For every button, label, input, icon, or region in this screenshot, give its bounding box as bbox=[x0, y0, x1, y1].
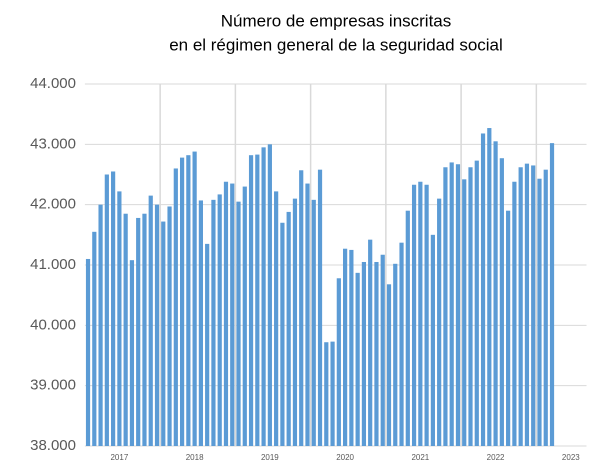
bar bbox=[230, 183, 235, 447]
bar bbox=[399, 242, 404, 446]
y-tick-label: 42.000 bbox=[30, 196, 76, 213]
bar bbox=[537, 178, 542, 446]
x-tick-label: 2019 bbox=[261, 453, 279, 461]
bar bbox=[349, 249, 354, 446]
bar bbox=[179, 157, 185, 446]
bar bbox=[167, 206, 172, 446]
bar bbox=[480, 133, 486, 446]
y-tick-label: 38.000 bbox=[30, 437, 76, 454]
bar bbox=[192, 151, 197, 446]
x-tick-label: 2020 bbox=[336, 453, 354, 461]
bar bbox=[531, 165, 536, 446]
bar bbox=[236, 201, 241, 446]
bar bbox=[154, 204, 160, 446]
bar bbox=[549, 143, 555, 447]
bar bbox=[437, 198, 442, 446]
bar bbox=[280, 222, 285, 446]
bar bbox=[374, 261, 379, 446]
bar bbox=[248, 155, 254, 446]
bar bbox=[543, 169, 548, 446]
bar bbox=[493, 141, 498, 447]
bar bbox=[449, 162, 454, 446]
x-tick-label: 2017 bbox=[110, 453, 128, 461]
bar bbox=[443, 167, 448, 446]
bar bbox=[217, 194, 222, 446]
bar bbox=[474, 160, 479, 446]
bar bbox=[136, 217, 141, 446]
bar bbox=[405, 210, 410, 446]
bar bbox=[104, 174, 109, 446]
bar bbox=[286, 211, 291, 446]
y-tick-label: 40.000 bbox=[30, 316, 76, 333]
bar bbox=[198, 200, 203, 446]
bar bbox=[173, 168, 178, 446]
bar bbox=[487, 128, 492, 446]
bar bbox=[261, 147, 266, 446]
bar bbox=[117, 191, 122, 446]
bar bbox=[386, 284, 392, 446]
bar bbox=[462, 179, 467, 446]
bar bbox=[274, 191, 279, 446]
y-tick-label: 39.000 bbox=[30, 377, 76, 394]
y-tick-label: 41.000 bbox=[30, 256, 76, 273]
bar bbox=[380, 254, 385, 446]
bar bbox=[468, 167, 473, 446]
bar bbox=[92, 231, 97, 446]
bar bbox=[242, 186, 247, 447]
x-tick-label: 2021 bbox=[411, 453, 429, 461]
bar bbox=[98, 204, 103, 446]
bar bbox=[299, 170, 304, 446]
bar bbox=[205, 243, 210, 446]
bar bbox=[361, 261, 367, 446]
bar bbox=[129, 260, 135, 446]
bar bbox=[211, 199, 216, 446]
bar bbox=[499, 158, 504, 446]
bar bbox=[524, 163, 530, 446]
bar bbox=[255, 154, 260, 446]
bar bbox=[393, 263, 398, 446]
bar bbox=[317, 169, 323, 446]
bar bbox=[311, 199, 316, 446]
bar bbox=[123, 213, 128, 446]
bar bbox=[85, 258, 91, 446]
bar bbox=[355, 272, 360, 446]
bar bbox=[186, 155, 191, 446]
x-tick-label: 2018 bbox=[186, 453, 204, 461]
bar bbox=[506, 210, 511, 446]
bar bbox=[324, 342, 329, 446]
bar bbox=[161, 221, 166, 446]
bar bbox=[455, 164, 461, 446]
bar bbox=[518, 167, 523, 446]
chart-title: en el régimen general de la seguridad so… bbox=[169, 35, 503, 54]
x-tick-label: 2023 bbox=[562, 453, 580, 461]
bar bbox=[424, 184, 429, 447]
bar bbox=[336, 278, 341, 446]
bar bbox=[512, 181, 517, 447]
y-tick-label: 43.000 bbox=[30, 135, 76, 152]
bar bbox=[368, 239, 373, 446]
bar bbox=[430, 234, 435, 446]
bar bbox=[223, 181, 229, 447]
bar bbox=[418, 181, 423, 447]
bar bbox=[330, 341, 335, 446]
bar bbox=[411, 184, 417, 447]
bar bbox=[148, 195, 153, 446]
bar bbox=[343, 248, 348, 446]
chart-title: Número de empresas inscritas bbox=[221, 11, 452, 30]
y-tick-label: 44.000 bbox=[30, 75, 76, 92]
bar bbox=[292, 198, 298, 446]
bar bbox=[111, 171, 116, 446]
bar bbox=[267, 144, 272, 447]
bar bbox=[142, 213, 147, 446]
x-tick-label: 2022 bbox=[487, 453, 505, 461]
bar bbox=[305, 183, 310, 447]
